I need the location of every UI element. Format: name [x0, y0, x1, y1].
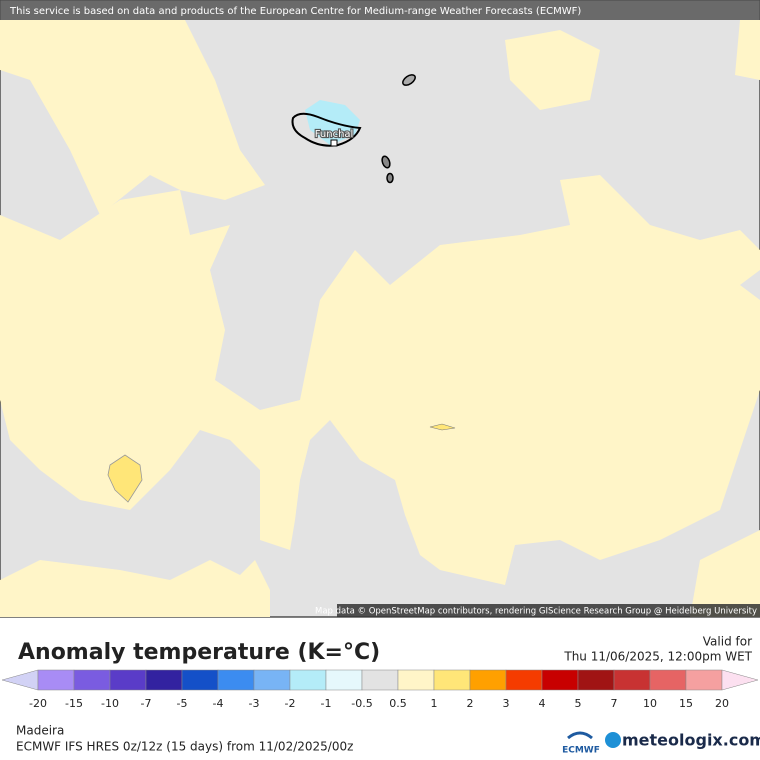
city-label: Funchal — [315, 129, 354, 140]
map: Funchal This service is based on data an… — [0, 0, 760, 618]
anomaly-area — [0, 20, 265, 215]
legend-tick-label: 4 — [539, 697, 546, 710]
anomaly-area — [0, 175, 760, 585]
legend-swatch — [541, 669, 579, 691]
legend-tick-label: 10 — [643, 697, 657, 710]
warm-anomaly — [429, 423, 456, 431]
banner-text: This service is based on data and produc… — [9, 6, 581, 17]
legend-swatch — [289, 669, 327, 691]
anomaly-area — [690, 530, 760, 617]
legend-swatch — [469, 669, 507, 691]
legend-swatch — [577, 669, 615, 691]
valid-time: Thu 11/06/2025, 12:00pm WET — [563, 650, 752, 664]
legend-swatch — [253, 669, 291, 691]
legend-swatch — [685, 669, 723, 691]
island-outline — [386, 172, 394, 184]
legend-tick-label: 2 — [467, 697, 474, 710]
legend-swatch — [649, 669, 687, 691]
attribution-bg — [337, 604, 760, 617]
anomaly-gap — [740, 270, 760, 300]
legend-arrow — [721, 669, 759, 691]
legend-tick-label: 0.5 — [389, 697, 407, 710]
legend-tick-label: -20 — [29, 697, 47, 710]
legend-tick-label: 20 — [715, 697, 729, 710]
legend-swatch — [37, 669, 75, 691]
model-info: ECMWF IFS HRES 0z/12z (15 days) from 11/… — [16, 740, 353, 754]
warm-anomaly — [107, 454, 143, 503]
legend-swatch — [109, 669, 147, 691]
legend-tick-label: 7 — [611, 697, 618, 710]
meteologix-icon — [605, 732, 621, 748]
legend-tick-label: -2 — [285, 697, 296, 710]
island-outline — [381, 155, 391, 169]
legend-tick-label: -15 — [65, 697, 83, 710]
legend-tick-label: -0.5 — [351, 697, 372, 710]
legend-swatch — [325, 669, 363, 691]
legend-arrow — [1, 669, 39, 691]
legend-tick-label: -4 — [213, 697, 224, 710]
legend-swatch — [73, 669, 111, 691]
legend: Anomaly temperature (K=°C) Valid for Thu… — [1, 635, 760, 756]
legend-swatch — [397, 669, 435, 691]
legend-swatch — [145, 669, 183, 691]
legend-tick-label: -10 — [101, 697, 119, 710]
valid-label: Valid for — [703, 635, 752, 649]
island-outline — [291, 112, 362, 147]
legend-tick-label: 15 — [679, 697, 693, 710]
ecmwf-icon — [567, 731, 593, 740]
attribution: Map data © OpenStreetMap contributors, r… — [315, 607, 757, 617]
city-marker — [330, 139, 338, 147]
anomaly-area — [505, 30, 600, 110]
region: Madeira — [16, 724, 64, 738]
legend-swatch — [181, 669, 219, 691]
legend-tick-label: 1 — [431, 697, 438, 710]
legend-tick-label: -7 — [141, 697, 152, 710]
legend-swatch — [505, 669, 543, 691]
legend-swatch — [361, 669, 399, 691]
island-outline — [402, 74, 416, 86]
legend-swatch — [217, 669, 255, 691]
ecmwf-logo: ECMWF — [562, 746, 600, 756]
legend-tick-label: -3 — [249, 697, 260, 710]
banner-bg — [0, 0, 760, 20]
legend-swatch — [613, 669, 651, 691]
anomaly-area — [0, 560, 270, 617]
legend-tick-label: -1 — [321, 697, 332, 710]
legend-title: Anomaly temperature (K=°C) — [18, 640, 380, 665]
legend-tick-label: -5 — [177, 697, 188, 710]
legend-tick-label: 3 — [503, 697, 510, 710]
legend-tick-label: 5 — [575, 697, 582, 710]
meteologix-logo: meteologix.com — [622, 731, 760, 750]
anomaly-area — [735, 20, 760, 80]
legend-swatch — [433, 669, 471, 691]
